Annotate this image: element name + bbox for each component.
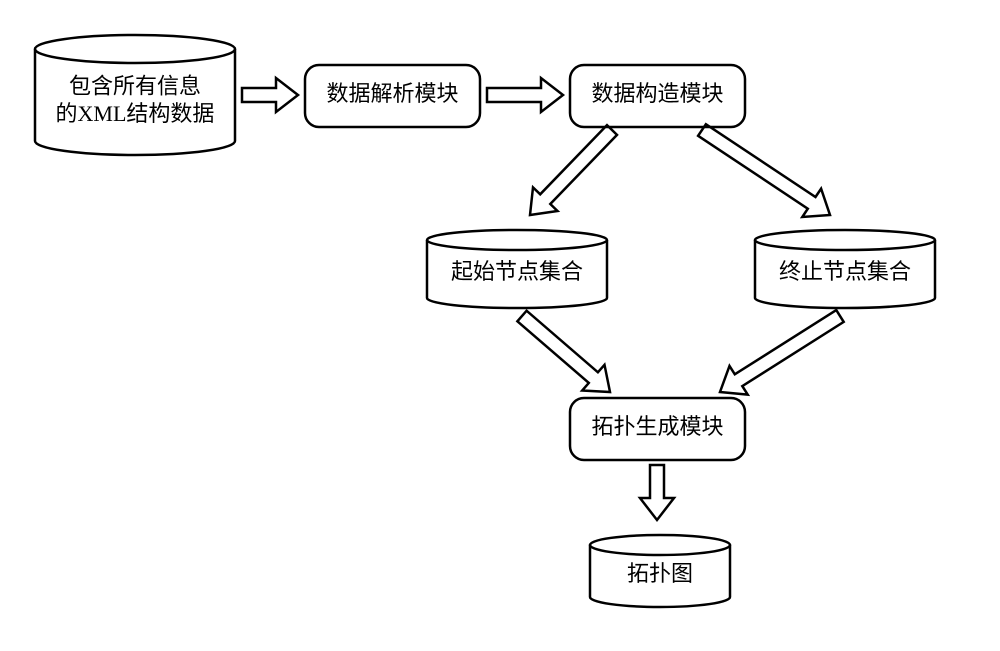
node-xml-label-1: 的XML结构数据 — [56, 101, 215, 126]
node-start: 起始节点集合 — [427, 230, 607, 308]
node-build-label-0: 数据构造模块 — [591, 81, 723, 106]
arrow-a5 — [517, 311, 610, 392]
node-parse: 数据解析模块 — [305, 65, 480, 127]
arrow-a2 — [487, 78, 563, 112]
node-topo-label-0: 拓扑生成模块 — [591, 414, 723, 439]
node-graph-label-0: 拓扑图 — [627, 561, 693, 586]
node-build: 数据构造模块 — [570, 65, 745, 127]
arrow-a6 — [720, 310, 844, 395]
node-graph: 拓扑图 — [590, 535, 730, 607]
node-end: 终止节点集合 — [755, 230, 935, 308]
node-parse-label-0: 数据解析模块 — [326, 81, 458, 106]
arrow-a4 — [698, 124, 830, 217]
arrow-a3 — [530, 125, 617, 215]
node-end-label-0: 终止节点集合 — [779, 259, 911, 284]
node-xml: 包含所有信息的XML结构数据 — [35, 35, 235, 155]
node-start-label-0: 起始节点集合 — [451, 259, 583, 284]
node-xml-label-0: 包含所有信息 — [69, 73, 201, 98]
arrow-a1 — [242, 78, 298, 112]
node-topo: 拓扑生成模块 — [570, 398, 745, 460]
arrow-a7 — [640, 465, 674, 520]
